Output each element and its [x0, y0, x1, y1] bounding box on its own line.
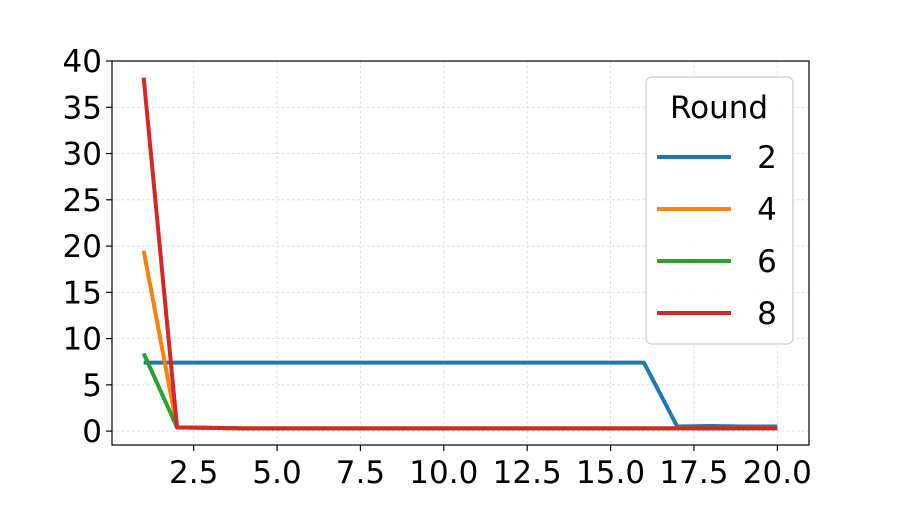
- x-tick-label: 17.5: [659, 455, 728, 491]
- y-tick-label: 10: [63, 322, 102, 358]
- series-line-8: [141, 77, 778, 431]
- x-tick-label: 2.5: [169, 455, 218, 491]
- x-tick-label: 7.5: [336, 455, 385, 491]
- legend-label-8: 8: [757, 296, 777, 332]
- y-axis: 0 5 10 15 20 25 30 35 40: [63, 44, 112, 450]
- legend-label-4: 4: [757, 192, 777, 228]
- y-tick-label: 25: [63, 183, 102, 219]
- y-tick-label: 35: [63, 90, 102, 126]
- legend-label-2: 2: [757, 140, 777, 176]
- series-lines: [141, 77, 778, 431]
- series-line-2: [143, 360, 778, 429]
- x-tick-label: 20.0: [743, 455, 812, 491]
- legend-title: Round: [670, 90, 768, 126]
- legend-label-6: 6: [757, 244, 777, 280]
- legend: Round 2 4 6 8: [645, 76, 794, 345]
- y-tick-label: 5: [82, 368, 102, 404]
- y-tick-label: 15: [63, 275, 102, 311]
- x-tick-label: 5.0: [252, 455, 301, 491]
- x-tick-label: 10.0: [409, 455, 478, 491]
- plot-frame: [111, 60, 810, 446]
- legend-items: 2 4 6 8: [657, 140, 777, 332]
- x-tick-label: 15.0: [576, 455, 645, 491]
- y-tick-label: 30: [63, 137, 102, 173]
- y-tick-label: 0: [82, 414, 102, 450]
- x-axis: 2.5 5.0 7.5 10.0 12.5 15.0 17.5 20.0: [169, 445, 812, 491]
- y-tick-label: 20: [63, 229, 102, 265]
- y-tick-label: 40: [63, 44, 102, 80]
- x-tick-label: 12.5: [493, 455, 562, 491]
